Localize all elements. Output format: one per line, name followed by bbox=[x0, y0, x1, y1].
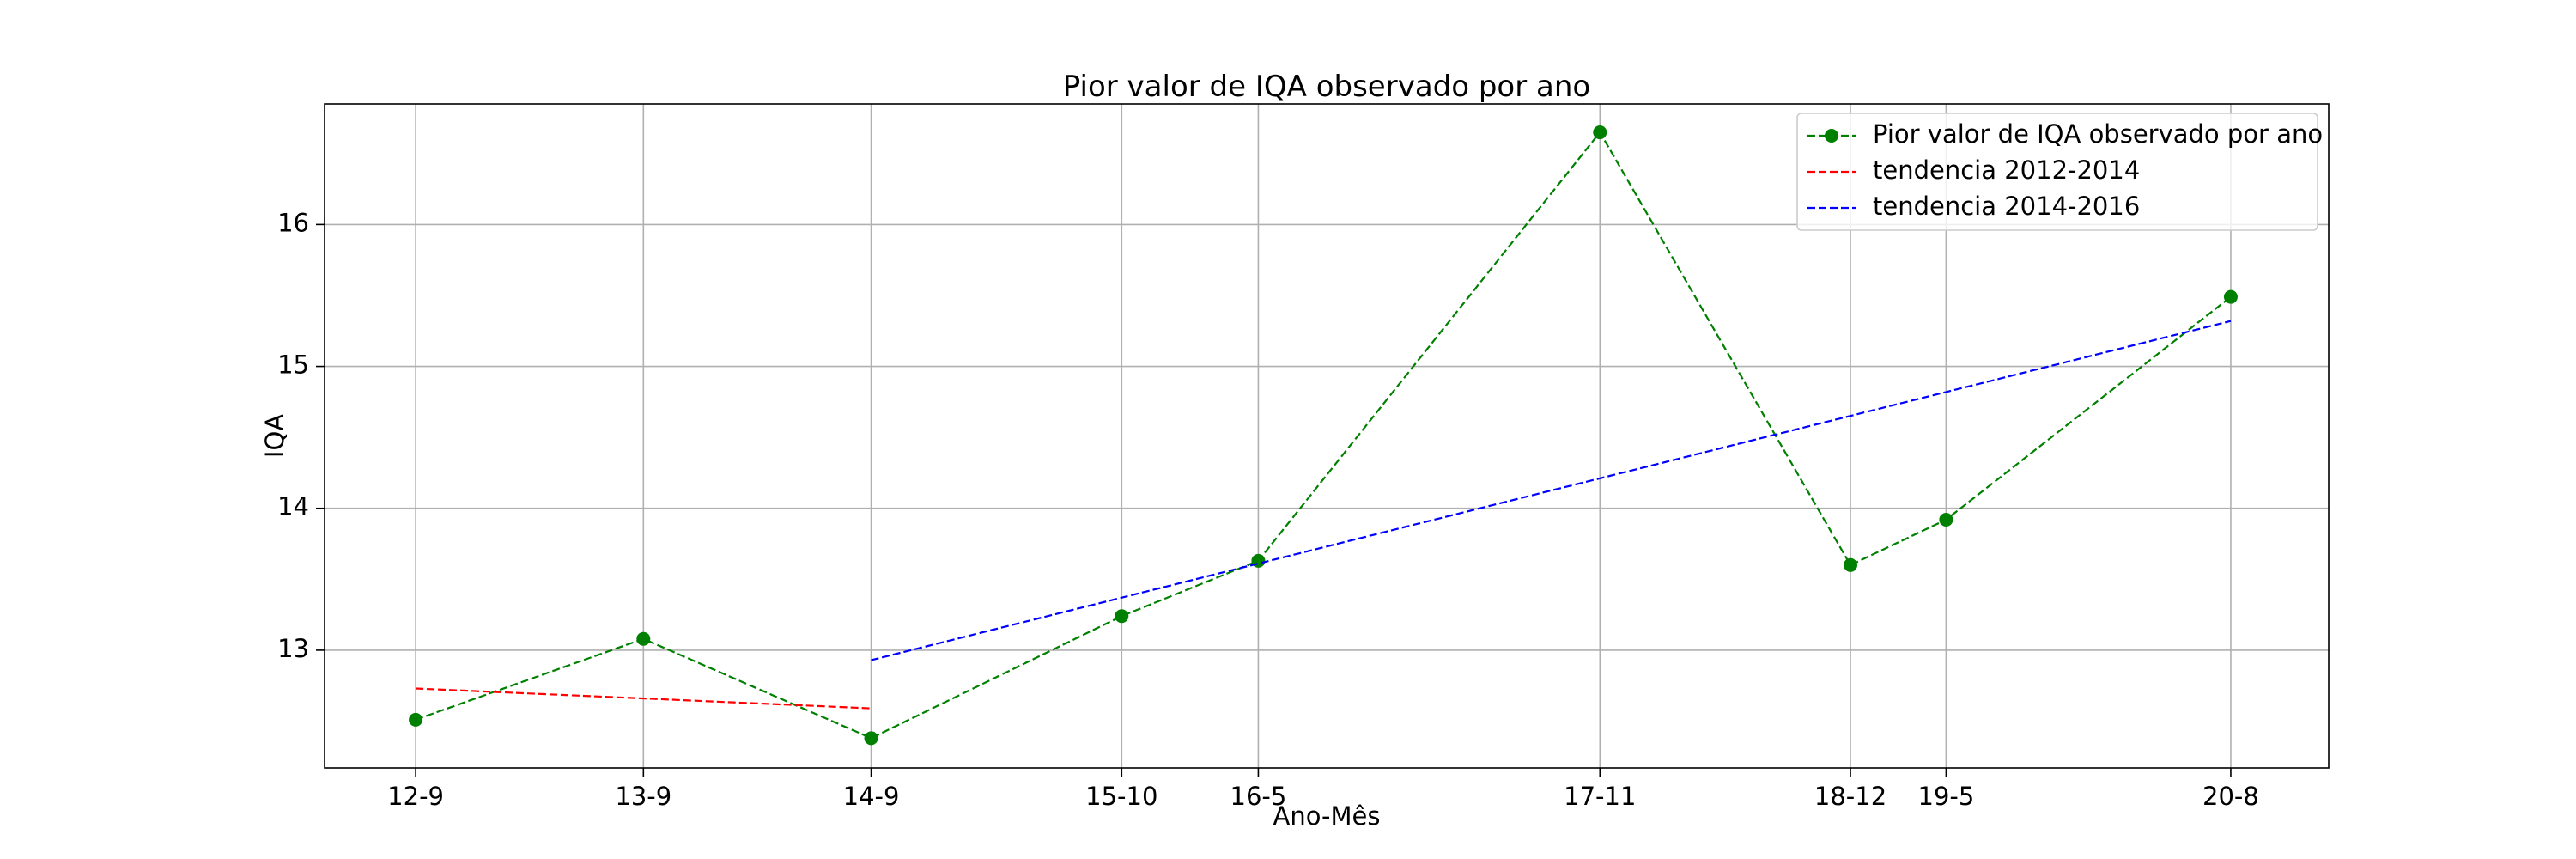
x-tick-label: 12-9 bbox=[387, 782, 444, 811]
data-point bbox=[1115, 609, 1129, 624]
legend-label: tendencia 2012-2014 bbox=[1873, 155, 2140, 185]
plot-frame bbox=[324, 103, 2330, 769]
x-tick-label: 14-9 bbox=[843, 782, 900, 811]
data-point bbox=[409, 712, 423, 727]
chart-title: Pior valor de IQA observado por ano bbox=[1063, 70, 1590, 104]
x-tick-label: 19-5 bbox=[1918, 782, 1975, 811]
ticks-layer: 12-9 13-9 14-9 15-10 16-5 17-11 18-12 19-5 20-8 1… bbox=[277, 208, 2259, 811]
legend-box bbox=[1796, 113, 2318, 231]
y-tick-label: 13 bbox=[277, 634, 309, 663]
legend-marker bbox=[1825, 129, 1838, 143]
x-tick-label: 17-11 bbox=[1564, 782, 1636, 811]
x-tick-label: 13-9 bbox=[615, 782, 671, 811]
legend-label: Pior valor de IQA observado por ano bbox=[1873, 119, 2323, 149]
data-point bbox=[864, 731, 878, 746]
y-tick-label: 15 bbox=[277, 350, 309, 380]
data-point bbox=[636, 631, 651, 646]
x-tick-label: 20-8 bbox=[2202, 782, 2259, 811]
series-line-2 bbox=[871, 320, 2232, 661]
y-axis-label: IQA bbox=[260, 414, 289, 458]
legend-label: tendencia 2014-2016 bbox=[1873, 192, 2140, 221]
x-tick-label: 15-10 bbox=[1085, 782, 1157, 811]
data-point bbox=[2223, 289, 2238, 304]
series-layer bbox=[409, 125, 2238, 746]
data-point bbox=[1844, 557, 1858, 572]
y-tick-label: 14 bbox=[277, 492, 309, 521]
legend: Pior valor de IQA observado por ano tende… bbox=[1796, 113, 2323, 231]
data-point bbox=[1939, 512, 1953, 527]
x-tick-label: 16-5 bbox=[1230, 782, 1287, 811]
series-line-1 bbox=[416, 687, 872, 710]
y-tick-label: 16 bbox=[277, 208, 309, 237]
data-point bbox=[1593, 125, 1607, 140]
x-tick-label: 18-12 bbox=[1814, 782, 1886, 811]
x-axis-label: Ano-Mês bbox=[1273, 801, 1381, 831]
